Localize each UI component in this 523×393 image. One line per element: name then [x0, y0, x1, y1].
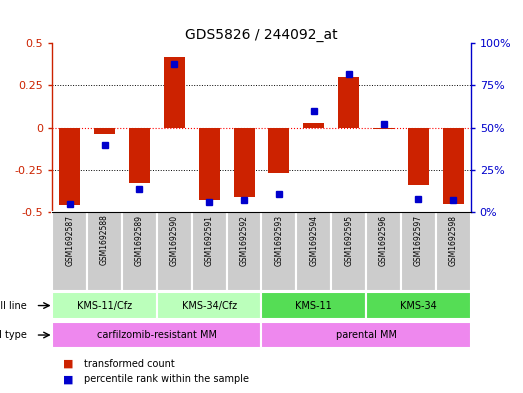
Bar	[262, 212, 297, 291]
Text: GSM1692593: GSM1692593	[275, 215, 283, 266]
Bar	[401, 212, 436, 291]
Bar	[331, 212, 366, 291]
Bar	[52, 292, 157, 319]
Text: GSM1692590: GSM1692590	[170, 215, 179, 266]
Text: KMS-34/Cfz: KMS-34/Cfz	[181, 301, 237, 310]
Text: ■: ■	[63, 358, 73, 369]
Bar	[268, 128, 289, 173]
Text: transformed count: transformed count	[84, 358, 175, 369]
Text: GSM1692592: GSM1692592	[240, 215, 248, 266]
Bar	[262, 292, 366, 319]
Bar	[157, 212, 192, 291]
Bar	[129, 128, 150, 184]
Text: parental MM: parental MM	[336, 330, 396, 340]
Bar	[366, 212, 401, 291]
Bar	[297, 212, 331, 291]
Text: GSM1692598: GSM1692598	[449, 215, 458, 266]
Text: GSM1692597: GSM1692597	[414, 215, 423, 266]
Bar	[52, 212, 87, 291]
Bar	[373, 128, 394, 129]
Text: KMS-11: KMS-11	[295, 301, 332, 310]
Text: percentile rank within the sample: percentile rank within the sample	[84, 374, 248, 384]
Bar	[157, 292, 262, 319]
Text: GSM1692587: GSM1692587	[65, 215, 74, 266]
Bar	[303, 123, 324, 128]
Bar	[59, 128, 80, 206]
Text: GSM1692589: GSM1692589	[135, 215, 144, 266]
Bar	[366, 292, 471, 319]
Bar	[199, 128, 220, 200]
Text: KMS-11/Cfz: KMS-11/Cfz	[77, 301, 132, 310]
Bar	[226, 212, 262, 291]
Bar	[338, 77, 359, 128]
Text: GSM1692591: GSM1692591	[204, 215, 214, 266]
Text: GSM1692594: GSM1692594	[309, 215, 319, 266]
Bar	[443, 128, 464, 204]
Bar	[122, 212, 157, 291]
Bar	[408, 128, 429, 185]
Text: ■: ■	[63, 374, 73, 384]
Bar	[164, 57, 185, 128]
Bar	[192, 212, 226, 291]
Bar	[234, 128, 255, 197]
Bar	[94, 128, 115, 134]
Bar	[87, 212, 122, 291]
Text: GSM1692596: GSM1692596	[379, 215, 388, 266]
Text: GSM1692588: GSM1692588	[100, 215, 109, 265]
Text: cell type: cell type	[0, 330, 27, 340]
Title: GDS5826 / 244092_at: GDS5826 / 244092_at	[185, 28, 338, 42]
Bar	[262, 322, 471, 348]
Text: cell line: cell line	[0, 301, 27, 310]
Bar	[52, 322, 262, 348]
Bar	[436, 212, 471, 291]
Text: carfilzomib-resistant MM: carfilzomib-resistant MM	[97, 330, 217, 340]
Text: GSM1692595: GSM1692595	[344, 215, 353, 266]
Text: KMS-34: KMS-34	[400, 301, 437, 310]
